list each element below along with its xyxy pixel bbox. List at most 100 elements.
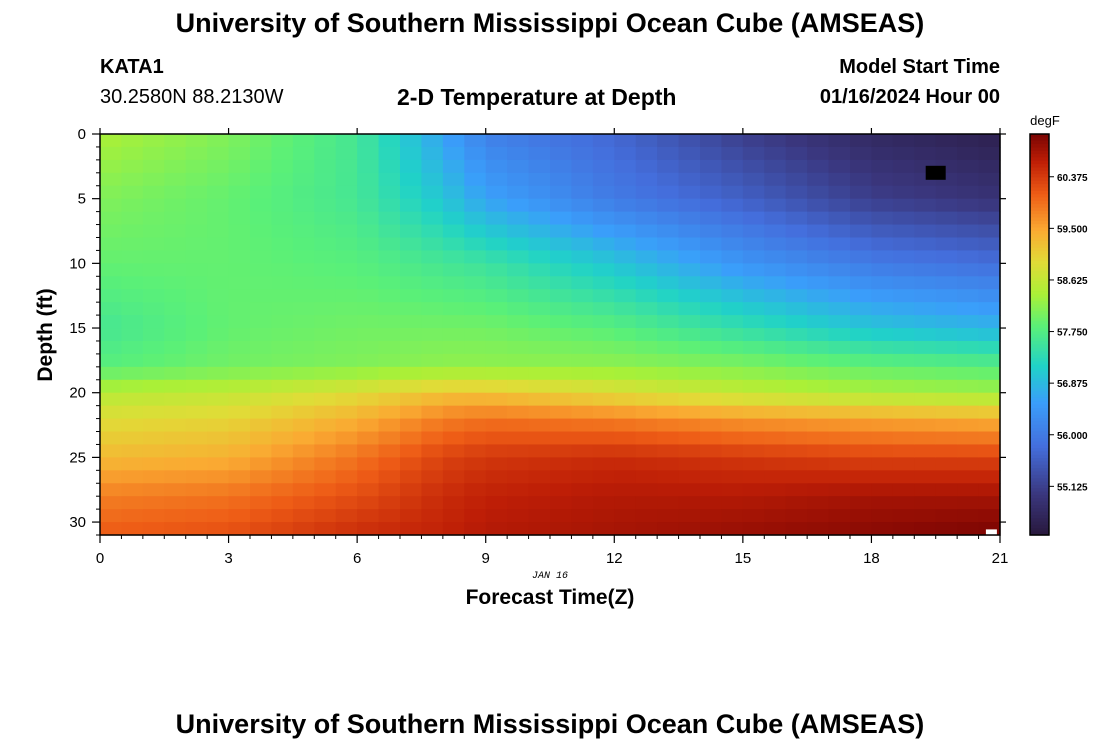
heatmap-cell [207,198,230,213]
heatmap-cell [207,418,230,433]
colorbar-segment [1030,421,1049,426]
heatmap-cell [357,198,380,213]
heatmap-cell [528,470,551,484]
heatmap-cell [871,289,894,303]
heatmap-cell [700,353,723,368]
heatmap-cell [828,263,851,277]
y-axis: 0 5 10 15 20 25 30 [69,126,1006,536]
heatmap-cell [742,470,765,484]
heatmap-cell [592,522,615,536]
heatmap-cell [378,237,401,252]
heatmap-cell [271,418,294,433]
heatmap-cell [335,470,358,484]
heatmap-cell [292,444,315,458]
heatmap-cell [957,340,980,355]
heatmap-cell [635,392,658,407]
heatmap-cell [400,418,423,433]
heatmap-cell [550,509,573,523]
heatmap-cell [464,172,487,187]
heatmap-cell [828,444,851,458]
heatmap-cell [421,302,444,316]
heatmap-cell [357,509,380,523]
heatmap-cell [721,522,744,536]
heatmap-cell [207,289,230,303]
heatmap-cell [850,211,873,226]
heatmap-cell [614,211,637,226]
heatmap-cell [807,134,830,148]
heatmap-cell [271,211,294,226]
heatmap-cell [935,289,958,303]
colorbar-segment [1030,317,1049,322]
heatmap-cell [550,224,573,239]
heatmap-cell [850,366,873,381]
heatmap-cell [121,250,144,264]
heatmap-cell [614,134,637,148]
colorbar-tick-label: 57.750 [1057,328,1088,339]
heatmap-cell [571,470,594,484]
heatmap-cell [892,483,915,497]
heatmap-cell [892,224,915,239]
date-label: JAN 16 [532,571,568,582]
heatmap-cell [335,522,358,536]
heatmap-cell [507,237,530,252]
colorbar-segment [1030,411,1049,416]
heatmap-cell [550,289,573,303]
heatmap-cell [485,509,508,523]
heatmap-cell [164,328,187,342]
heatmap-cell [871,483,894,497]
heatmap-cell [357,418,380,433]
heatmap-cell [528,366,551,381]
heatmap-cell [807,315,830,329]
heatmap-cell [850,470,873,484]
heatmap-cell [850,483,873,497]
heatmap-cell [978,198,1001,213]
heatmap-cell [335,328,358,342]
colorbar-segment [1030,474,1049,479]
heatmap-cell [892,328,915,342]
heatmap-cell [485,418,508,433]
heatmap-cell [700,211,723,226]
heatmap-cell [742,276,765,290]
heatmap-cell [507,379,530,394]
heatmap-cell [507,444,530,458]
heatmap-cell [978,159,1001,174]
heatmap-cell [442,289,465,303]
heatmap-cell [978,444,1001,458]
heatmap-cell [507,289,530,303]
heatmap-cell [528,483,551,497]
heatmap-cell [657,509,680,523]
heatmap-cell [850,172,873,187]
heatmap-cell [378,392,401,407]
heatmap-cell [100,444,123,458]
heatmap-cell [742,134,765,148]
heatmap-cell [314,405,337,420]
heatmap-cell [207,134,230,148]
heatmap-cell [442,211,465,226]
heatmap-cell [100,366,123,381]
heatmap-cell [400,366,423,381]
heatmap-cell [571,237,594,252]
heatmap-cell [357,444,380,458]
colorbar-segment [1030,274,1049,279]
heatmap-cell [657,315,680,329]
heatmap-cell [550,263,573,277]
heatmap-cell [250,418,273,433]
colorbar-segment [1030,418,1049,422]
heatmap-cell [635,509,658,523]
heatmap-cell [228,366,251,381]
heatmap-cell [785,353,808,368]
heatmap-cell [185,250,208,264]
heatmap-cell [550,315,573,329]
heatmap-cell [892,366,915,381]
heatmap-cell [185,340,208,355]
heatmap-cell [850,185,873,200]
heatmap-cell [807,211,830,226]
heatmap-cell [678,315,701,329]
heatmap-cell [807,263,830,277]
colorbar-segment [1030,518,1049,523]
heatmap-cell [871,146,894,161]
colorbar-segment [1030,528,1049,533]
heatmap-cell [571,379,594,394]
y-tick-label: 15 [69,320,86,337]
heatmap-cell [292,509,315,523]
